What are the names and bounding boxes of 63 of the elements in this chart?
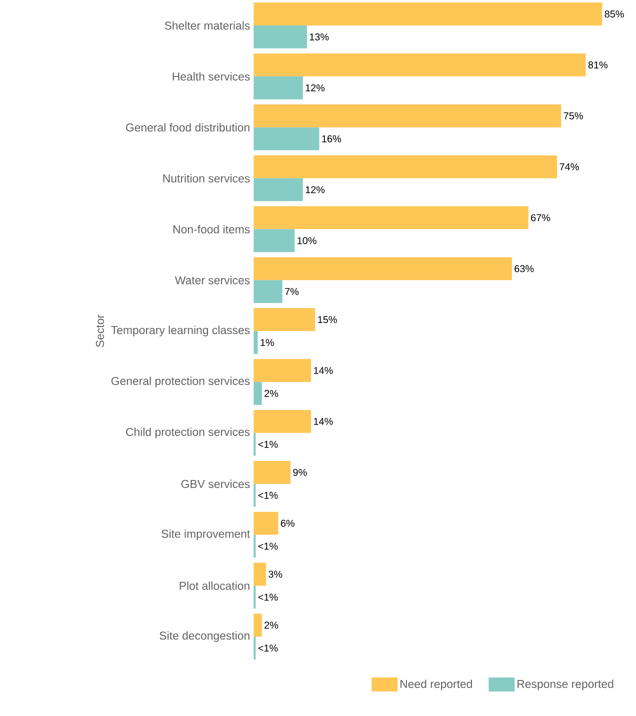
y-tick-label: Child protection services — [126, 428, 250, 438]
y-tick-label: Non-food items — [173, 224, 250, 234]
bar — [254, 280, 282, 304]
bar — [254, 614, 262, 637]
data-label: <1% — [258, 542, 278, 550]
y-tick-label: Shelter materials — [164, 21, 250, 30]
bar — [254, 76, 303, 100]
data-label: 63% — [514, 265, 534, 272]
y-tick-label: Health services — [172, 72, 250, 81]
data-label: 2% — [264, 390, 278, 397]
data-label: <1% — [258, 492, 278, 499]
bar — [254, 155, 558, 178]
data-label: 12% — [306, 186, 325, 194]
y-tick-label: General food distribution — [126, 123, 250, 132]
data-label: 9% — [293, 468, 307, 476]
bar — [254, 229, 295, 252]
data-label: 13% — [310, 33, 329, 40]
bar — [254, 104, 562, 128]
bar — [254, 127, 320, 150]
data-label: 15% — [318, 316, 337, 324]
bar — [254, 308, 316, 332]
data-label: 2% — [264, 622, 278, 629]
data-label: 74% — [560, 163, 579, 170]
bar — [254, 460, 290, 484]
data-label: <1% — [258, 594, 278, 601]
bar — [254, 2, 602, 26]
bar — [254, 382, 262, 405]
y-tick-label: Temporary learning classes — [111, 326, 250, 336]
y-tick-label: Site decongestion — [160, 631, 250, 642]
data-label: <1% — [258, 644, 278, 652]
bar — [254, 410, 311, 433]
y-tick-label: GBV services — [181, 480, 250, 488]
data-label: 67% — [531, 214, 550, 222]
y-tick-label: Water services — [174, 276, 250, 284]
legend-label: Response reported — [518, 680, 614, 690]
data-label: 85% — [604, 10, 624, 18]
data-label: 7% — [285, 288, 299, 296]
data-label: 1% — [260, 339, 274, 346]
y-tick-label: Plot allocation — [180, 581, 250, 590]
bar — [254, 562, 266, 586]
data-label: 6% — [280, 520, 294, 527]
y-tick-label: Nutrition services — [163, 174, 250, 182]
bar — [254, 206, 528, 230]
bar — [254, 53, 586, 76]
data-label: 75% — [564, 112, 583, 120]
bar — [254, 512, 278, 535]
data-label: 14% — [314, 367, 333, 374]
bar — [254, 257, 512, 280]
data-label: <1% — [258, 440, 278, 448]
y-axis-title: Sector — [96, 314, 104, 348]
data-label: 3% — [268, 570, 282, 578]
data-label: 12% — [306, 84, 325, 92]
bar — [254, 25, 307, 48]
data-label: 81% — [588, 61, 608, 68]
data-label: 10% — [298, 237, 316, 244]
data-label: 16% — [322, 135, 341, 142]
y-tick-label: Site improvement — [162, 529, 250, 540]
bar — [254, 359, 311, 382]
bar — [254, 178, 303, 202]
data-label: 14% — [314, 418, 333, 425]
y-tick-label: General protection services — [111, 376, 250, 388]
legend-label: Need reported — [400, 680, 472, 690]
bar — [254, 331, 258, 354]
